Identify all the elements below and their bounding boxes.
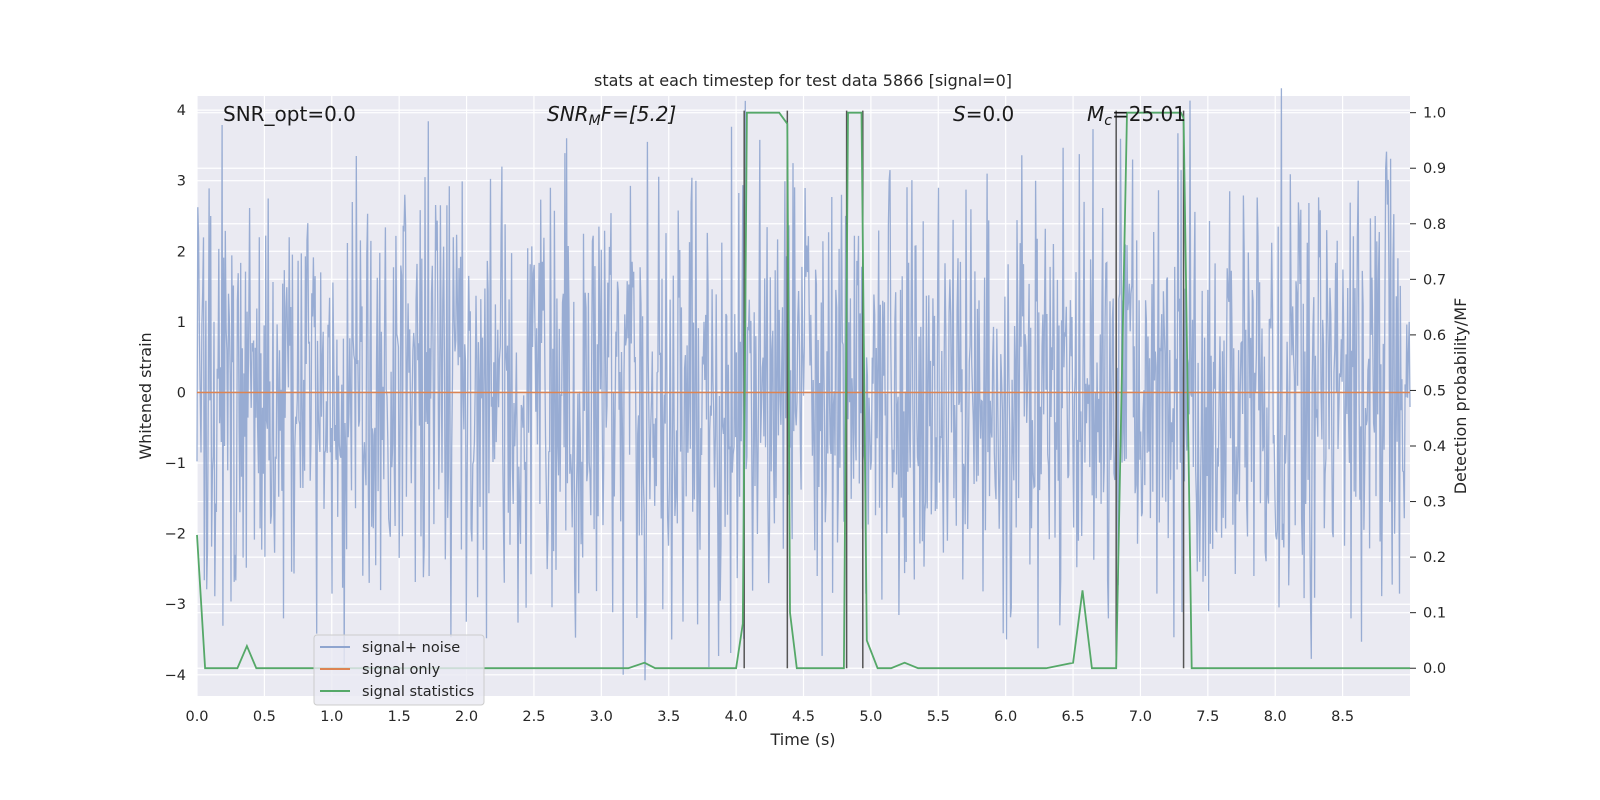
x-tick-label: 8.0 <box>1264 709 1287 725</box>
y-tick-label: −4 <box>165 668 186 684</box>
x-tick-label: 1.5 <box>388 709 411 725</box>
x-tick-label: 0.0 <box>185 709 208 725</box>
x-tick-label: 6.5 <box>1062 709 1085 725</box>
y2-tick-label: 0.4 <box>1423 439 1446 455</box>
y2-tick-label: 0.2 <box>1423 550 1446 566</box>
x-tick-label: 3.0 <box>590 709 613 725</box>
x-axis-label: Time (s) <box>769 730 835 749</box>
x-tick-label: 0.5 <box>253 709 276 725</box>
x-tick-label: 5.0 <box>859 709 882 725</box>
x-tick-label: 6.0 <box>994 709 1017 725</box>
signal-noise-series <box>196 88 1411 681</box>
y2-tick-label: 0.1 <box>1423 606 1446 622</box>
x-tick-label: 2.5 <box>522 709 545 725</box>
signal-noise-line <box>196 88 1411 681</box>
y2-tick-label: 0.7 <box>1423 272 1446 288</box>
y2-tick-label: 0.0 <box>1423 661 1446 677</box>
chart-title: stats at each timestep for test data 586… <box>594 71 1012 90</box>
y-tick-label: 2 <box>177 244 186 260</box>
y-tick-label: −2 <box>165 527 186 543</box>
y2-axis-label: Detection probability/MF <box>1451 298 1470 495</box>
y-tick-label: 3 <box>177 174 186 190</box>
x-tick-label: 8.5 <box>1331 709 1354 725</box>
x-tick-label: 4.5 <box>792 709 815 725</box>
x-tick-label: 1.0 <box>320 709 343 725</box>
x-tick-label: 7.0 <box>1129 709 1152 725</box>
annotation-snr-mf: SNRMF=[5.2] <box>547 102 676 129</box>
y2-tick-label: 0.8 <box>1423 217 1446 233</box>
x-tick-label: 7.5 <box>1196 709 1219 725</box>
y2-tick-label: 0.5 <box>1423 383 1446 399</box>
legend-box <box>313 634 485 706</box>
legend-label-signal-statistics: signal statistics <box>362 684 474 700</box>
y-tick-label: 4 <box>177 103 186 119</box>
axis-ticks: 0.0 0.5 1.0 1.5 2.0 2.5 3.0 3.5 4.0 4.5 5.0 5.5 6.0 6… <box>165 103 1446 725</box>
y2-tick-label: 0.9 <box>1423 161 1446 177</box>
x-tick-label: 5.5 <box>927 709 950 725</box>
y2-tick-label: 0.3 <box>1423 495 1446 511</box>
y-tick-label: −1 <box>165 456 186 472</box>
y-axis-label: Whitened strain <box>136 332 155 459</box>
annotation-mc: Mc=25.01 <box>1087 102 1186 129</box>
x-tick-label: 2.0 <box>455 709 478 725</box>
y2-tick-label: 1.0 <box>1423 106 1446 122</box>
y-tick-label: 0 <box>177 385 186 401</box>
legend: signal+ noise signal only signal statist… <box>313 634 485 706</box>
y-tick-label: −3 <box>165 597 186 613</box>
y-tick-label: 1 <box>177 315 186 331</box>
y2-tick-label: 0.6 <box>1423 328 1446 344</box>
legend-label-signal-only: signal only <box>362 662 441 678</box>
annotation-snr-opt: SNR_opt=0.0 <box>223 102 356 126</box>
legend-label-signal-noise: signal+ noise <box>362 640 460 656</box>
annotation-s: S=0.0 <box>953 102 1014 126</box>
x-tick-label: 4.0 <box>725 709 748 725</box>
x-tick-label: 3.5 <box>657 709 680 725</box>
